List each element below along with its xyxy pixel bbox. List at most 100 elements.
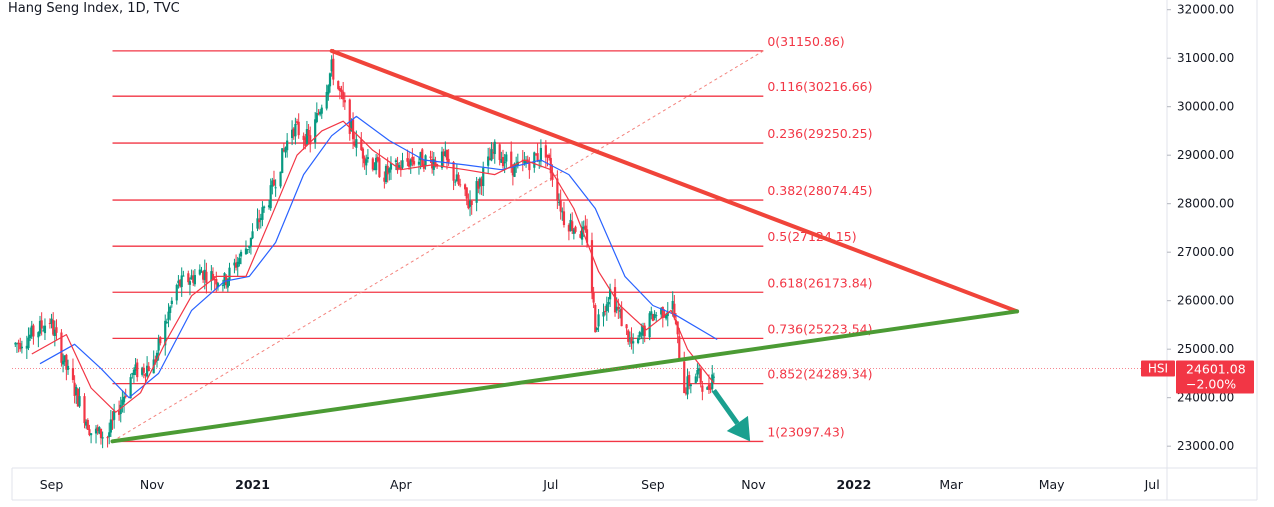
candle-body — [468, 200, 472, 207]
candle-body — [419, 152, 422, 161]
candle-body — [233, 262, 236, 266]
candle-body — [134, 364, 137, 371]
candle-body — [169, 306, 172, 313]
candle-body — [464, 184, 467, 190]
last-price-change: −2.00% — [1186, 377, 1236, 392]
candle-body — [20, 346, 23, 349]
diagonal-dashed-line[interactable] — [112, 50, 764, 442]
candle-body — [101, 437, 104, 439]
candle-body — [650, 311, 653, 316]
diagonal-dashed-layer[interactable] — [112, 50, 764, 442]
candle-body — [640, 333, 643, 335]
candle-body — [193, 275, 196, 285]
candle-body — [442, 151, 445, 156]
x-tick-label: 2022 — [837, 477, 872, 492]
candle-body — [551, 172, 554, 180]
candle-body — [124, 395, 127, 397]
candle-body — [498, 144, 501, 160]
candle-body — [653, 314, 656, 319]
candle-body — [129, 377, 132, 399]
candle-body — [248, 245, 251, 248]
candle-body — [477, 181, 480, 189]
candle-body — [648, 313, 651, 338]
candle-body — [572, 229, 575, 234]
fib-level-label: 0(31150.86) — [767, 34, 844, 49]
candle-body — [167, 311, 170, 320]
trendlines-layer[interactable] — [110, 48, 1020, 444]
candle-body — [389, 163, 393, 170]
candle-body — [307, 129, 310, 136]
candle-body — [132, 369, 136, 376]
candle-body — [63, 355, 66, 363]
price-badge — [1176, 360, 1254, 394]
candle-body — [343, 100, 346, 103]
candle-body — [505, 154, 508, 162]
candle-body — [271, 180, 274, 187]
candle-body — [281, 148, 284, 173]
y-tick-label: 32000.00 — [1177, 3, 1234, 17]
x-tick-label: Jul — [1144, 477, 1160, 492]
candle-body — [188, 281, 192, 285]
candle-body — [175, 284, 178, 301]
candle-body — [701, 385, 704, 392]
candle-body — [40, 320, 43, 329]
candle-body — [365, 159, 368, 166]
last-price-value: 24601.08 — [1186, 362, 1246, 377]
symbol-badge — [1141, 360, 1175, 377]
candle-body — [604, 310, 607, 312]
candle-body — [533, 152, 536, 168]
x-tick-label: Mar — [939, 477, 963, 492]
candle-body — [500, 159, 503, 163]
fib-level-label: 0.116(30216.66) — [767, 79, 872, 94]
candle-body — [295, 121, 299, 123]
candle-body — [632, 341, 635, 344]
downtrend-trendline[interactable] — [329, 48, 1020, 314]
candle-body — [383, 177, 386, 182]
candle-body — [454, 181, 457, 183]
candle-body — [417, 161, 421, 165]
candle-body — [236, 261, 239, 268]
candle-body — [269, 185, 272, 209]
down-arrow-shaft[interactable] — [711, 388, 740, 425]
candle-body — [409, 159, 412, 166]
candle-body — [643, 325, 646, 337]
y-tick-label: 26000.00 — [1177, 294, 1234, 308]
candle-body — [388, 168, 391, 173]
candle-body — [615, 306, 618, 311]
candle-body — [602, 311, 605, 317]
y-tick-label: 27000.00 — [1177, 245, 1234, 259]
down-arrow-head[interactable] — [726, 415, 751, 442]
candle-body — [98, 427, 101, 434]
candle-body — [386, 165, 389, 175]
candle-body — [274, 187, 277, 189]
candle-body — [684, 392, 687, 394]
candle-body — [548, 154, 551, 159]
candle-body — [641, 326, 645, 336]
candle-body — [279, 171, 282, 187]
candle-body — [556, 178, 559, 201]
fib-retracement-layer[interactable]: 0(31150.86) 0.116(30216.66) 0.236(29250.25… — [112, 34, 873, 443]
candle-body — [613, 287, 617, 313]
uptrend-trendline[interactable] — [110, 309, 1020, 444]
candle-body — [478, 178, 482, 187]
candle-body — [76, 388, 80, 407]
arrow-layer[interactable] — [711, 388, 751, 442]
candle-body — [355, 139, 358, 148]
candle-body — [302, 135, 305, 140]
candle-body — [213, 279, 216, 281]
candle-body — [141, 367, 144, 375]
candle-body — [559, 199, 562, 212]
candle-body — [697, 368, 701, 371]
fast-moving-average-line — [31, 120, 715, 413]
candle-body — [445, 149, 449, 160]
candle-body — [401, 160, 404, 168]
candle-body — [627, 330, 630, 342]
candle-body — [694, 376, 697, 384]
last-price-badge: HSI 24601.08−2.00% — [12, 360, 1254, 394]
candle-body — [267, 205, 271, 208]
candle-body — [119, 404, 122, 414]
candle-body — [567, 225, 571, 232]
candle-body — [157, 338, 160, 351]
candle-body — [579, 234, 582, 238]
